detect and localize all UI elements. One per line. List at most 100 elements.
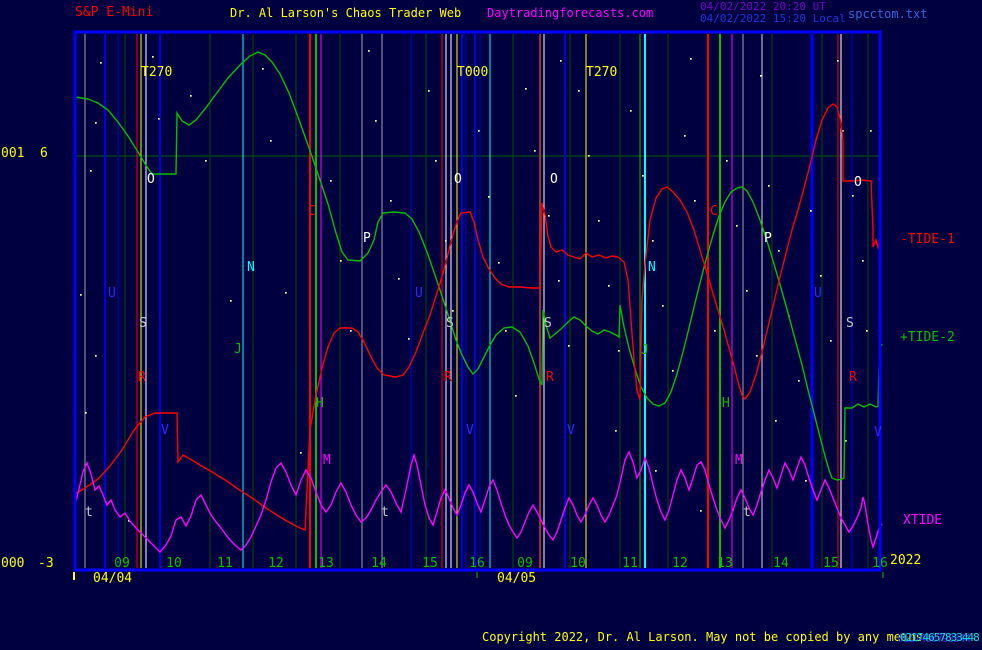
data-dot xyxy=(368,50,370,52)
data-dot xyxy=(80,294,82,296)
data-dot xyxy=(558,280,560,282)
marker-letter-O: O xyxy=(854,175,862,190)
data-dot xyxy=(684,135,686,137)
data-dot xyxy=(90,170,92,172)
hour-label: 14 xyxy=(773,556,789,571)
marker-letter-M: M xyxy=(735,453,743,468)
data-dot xyxy=(760,75,762,77)
hour-label: 12 xyxy=(268,556,284,571)
marker-letter-U: U xyxy=(814,286,822,301)
data-dot xyxy=(588,155,590,157)
data-dot xyxy=(694,200,696,202)
hour-label: 16 xyxy=(469,556,485,571)
data-dot xyxy=(525,88,527,90)
data-dot xyxy=(714,330,716,332)
data-dot xyxy=(672,370,674,372)
timing-label-T000: T000 xyxy=(457,65,488,80)
footer-numbers-cyan: 02174657833448 xyxy=(900,631,980,644)
data-dot xyxy=(756,355,758,357)
site-link[interactable]: Daytradingforecasts.com xyxy=(487,6,654,20)
marker-letter-t: t xyxy=(85,505,93,520)
data-dot xyxy=(768,185,770,187)
marker-letter-V: V xyxy=(161,423,169,438)
timestamp-local: 04/02/2022 15:20 Local xyxy=(700,12,846,25)
data-dot xyxy=(810,210,812,212)
data-dot xyxy=(608,285,610,287)
data-dot xyxy=(615,430,617,432)
timing-label-T270: T270 xyxy=(586,65,617,80)
data-dot xyxy=(390,200,392,202)
marker-letter-R: R xyxy=(444,370,452,385)
marker-letter-S: S xyxy=(446,316,454,331)
hour-label: 15 xyxy=(422,556,438,571)
timing-label-T270: T270 xyxy=(141,65,172,80)
tide-scale-top: 6 xyxy=(40,146,48,161)
data-dot xyxy=(95,355,97,357)
data-dot xyxy=(262,68,264,70)
marker-letter-M: M xyxy=(323,453,331,468)
data-dot xyxy=(862,260,864,262)
marker-letter-N: N xyxy=(648,260,656,275)
marker-letter-U: U xyxy=(415,286,423,301)
data-dot xyxy=(746,290,748,292)
marker-letter-J: J xyxy=(641,343,649,358)
data-dot xyxy=(852,195,854,197)
marker-letter-t: t xyxy=(381,505,389,520)
hour-label: 16 xyxy=(872,556,888,571)
marker-letter-S: S xyxy=(139,316,147,331)
data-dot xyxy=(655,470,657,472)
price-label-top: 001 xyxy=(1,146,25,161)
date-label-0404: 04/04 xyxy=(93,571,133,586)
data-dot xyxy=(830,340,832,342)
hour-label: 12 xyxy=(672,556,688,571)
tide-scale-bottom: -3 xyxy=(38,556,54,571)
data-dot xyxy=(190,95,192,97)
symbol-title: S&P E-Mini xyxy=(75,5,154,20)
data-dot xyxy=(398,278,400,280)
marker-letter-O: O xyxy=(147,172,155,187)
data-dot xyxy=(515,395,517,397)
data-file-link[interactable]: spcctom.txt xyxy=(848,7,928,21)
series-TIDE1 xyxy=(74,103,881,532)
data-dot xyxy=(100,62,102,64)
marker-letter-R: R xyxy=(138,370,146,385)
data-dot xyxy=(205,160,207,162)
hour-label: 13 xyxy=(318,556,334,571)
data-dot xyxy=(330,180,332,182)
data-dot xyxy=(478,130,480,132)
footer-numbers-blue: 0117466793344 xyxy=(897,632,971,645)
marker-letter-U: U xyxy=(108,286,116,301)
data-dot xyxy=(128,520,130,522)
data-dot xyxy=(152,56,154,58)
data-dot xyxy=(548,215,550,217)
marker-letter-t: t xyxy=(743,505,751,520)
data-dot xyxy=(652,240,654,242)
data-dot xyxy=(408,338,410,340)
data-dot xyxy=(340,260,342,262)
data-dot xyxy=(95,122,97,124)
marker-letter-S: S xyxy=(544,316,552,331)
timestamp-ut: 04/02/2022 20:20 UT xyxy=(700,0,826,13)
data-dot xyxy=(158,118,160,120)
data-dot xyxy=(285,292,287,294)
marker-letter-V: V xyxy=(874,425,882,440)
data-dot xyxy=(662,305,664,307)
marker-letter-R: R xyxy=(849,370,857,385)
marker-letter-O: O xyxy=(550,172,558,187)
hour-label: 15 xyxy=(823,556,839,571)
marker-letter-C: C xyxy=(710,204,718,219)
series-XTIDE xyxy=(74,450,883,554)
series-TIDE2 xyxy=(74,51,883,481)
data-dot xyxy=(505,330,507,332)
data-dot xyxy=(630,110,632,112)
hour-label: 13 xyxy=(717,556,733,571)
data-dot xyxy=(452,310,454,312)
data-dot xyxy=(350,330,352,332)
data-dot xyxy=(690,58,692,60)
marker-letter-J: J xyxy=(234,342,242,357)
data-dot xyxy=(700,510,702,512)
data-dot xyxy=(270,140,272,142)
page-title: Dr. Al Larson's Chaos Trader Web xyxy=(230,6,462,20)
copyright-notice: Copyright 2022, Dr. Al Larson. May not b… xyxy=(482,630,923,644)
